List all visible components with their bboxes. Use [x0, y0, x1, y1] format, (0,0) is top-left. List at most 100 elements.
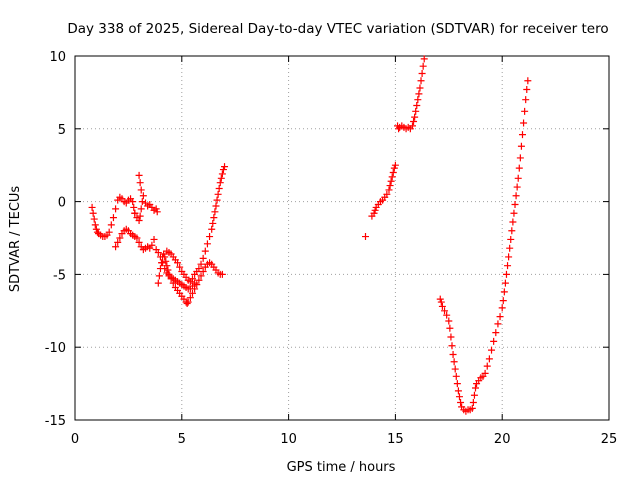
data-point [218, 270, 226, 278]
data-point [162, 257, 170, 265]
data-point [443, 311, 451, 319]
data-point [512, 192, 520, 200]
data-point [221, 163, 229, 171]
data-point [457, 399, 465, 407]
data-point [411, 113, 419, 121]
data-point [518, 131, 526, 139]
data-point [469, 399, 477, 407]
data-point [137, 205, 145, 213]
data-point [514, 174, 522, 182]
axis-ticks: 0 5 10 15 20 25 -15 -10 -5 0 5 10 [45, 50, 618, 447]
data-point [522, 96, 530, 104]
data-point [417, 77, 425, 85]
data-point [385, 186, 393, 194]
data-point [383, 190, 391, 198]
data-point [496, 313, 504, 321]
data-point [488, 346, 496, 354]
data-point [413, 102, 421, 110]
data-point [212, 202, 220, 210]
data-point [494, 320, 502, 328]
data-point [155, 272, 163, 280]
data-point [136, 179, 144, 187]
data-point [472, 384, 479, 392]
data-point [135, 217, 143, 225]
data-point [176, 263, 184, 271]
data-point [164, 266, 172, 274]
data-point [499, 297, 507, 305]
data-point [213, 196, 221, 204]
series-7 [163, 163, 229, 286]
data-point [524, 77, 532, 85]
data-point [386, 182, 394, 190]
data-point [416, 84, 424, 92]
data-point [154, 249, 162, 257]
series-1 [88, 193, 139, 241]
data-point [169, 279, 177, 287]
data-point [135, 171, 143, 179]
data-point [188, 275, 196, 283]
data-point [485, 355, 493, 363]
series-6 [154, 250, 226, 308]
data-point [206, 233, 214, 241]
data-point [455, 393, 463, 401]
data-point [91, 221, 99, 229]
series-11 [436, 77, 532, 415]
data-point [215, 184, 223, 192]
data-point [211, 208, 219, 216]
series-10 [394, 55, 428, 133]
data-point [148, 241, 156, 249]
data-point [508, 227, 516, 235]
data-point [191, 285, 199, 293]
data-point [195, 276, 203, 284]
x-tick-label: 5 [178, 432, 186, 447]
data-point [438, 302, 446, 310]
data-point [449, 350, 457, 358]
data-point [517, 142, 525, 150]
data-point [88, 203, 96, 211]
data-point [218, 170, 226, 178]
data-point [133, 234, 141, 242]
data-point [216, 179, 224, 187]
x-tick-label: 25 [601, 432, 618, 447]
data-point [90, 215, 98, 223]
data-point [361, 233, 369, 241]
data-point [410, 118, 418, 126]
y-tick-label: -15 [45, 414, 66, 429]
data-point [492, 329, 500, 337]
data-point [500, 288, 508, 296]
data-point [161, 253, 169, 261]
plot-frame [74, 55, 610, 421]
data-point [420, 55, 428, 63]
data-point [415, 90, 423, 98]
data-point [513, 183, 521, 191]
data-point [199, 254, 207, 262]
series-2 [112, 225, 158, 254]
data-point [217, 174, 225, 182]
data-point [105, 228, 113, 236]
data-point [441, 307, 449, 315]
data-point [136, 212, 144, 220]
data-point [504, 262, 512, 270]
data-point [483, 362, 491, 370]
data-point [107, 221, 115, 229]
data-point [156, 265, 164, 273]
series-9 [368, 161, 399, 220]
data-point [448, 342, 456, 350]
data-point [501, 279, 509, 287]
data-point [452, 372, 460, 380]
x-tick-label: 10 [280, 432, 297, 447]
data-point [445, 317, 453, 325]
y-axis-label: SDTVAR / TECUs [8, 186, 23, 293]
data-point [184, 298, 192, 306]
data-point [418, 69, 426, 77]
data-point [454, 387, 462, 395]
data-point [89, 209, 97, 217]
data-point [210, 214, 218, 222]
data-point [412, 107, 420, 115]
data-point [154, 279, 162, 287]
data-point [112, 205, 120, 213]
data-point [139, 192, 147, 200]
data-point [507, 235, 515, 243]
data-point [208, 225, 216, 233]
